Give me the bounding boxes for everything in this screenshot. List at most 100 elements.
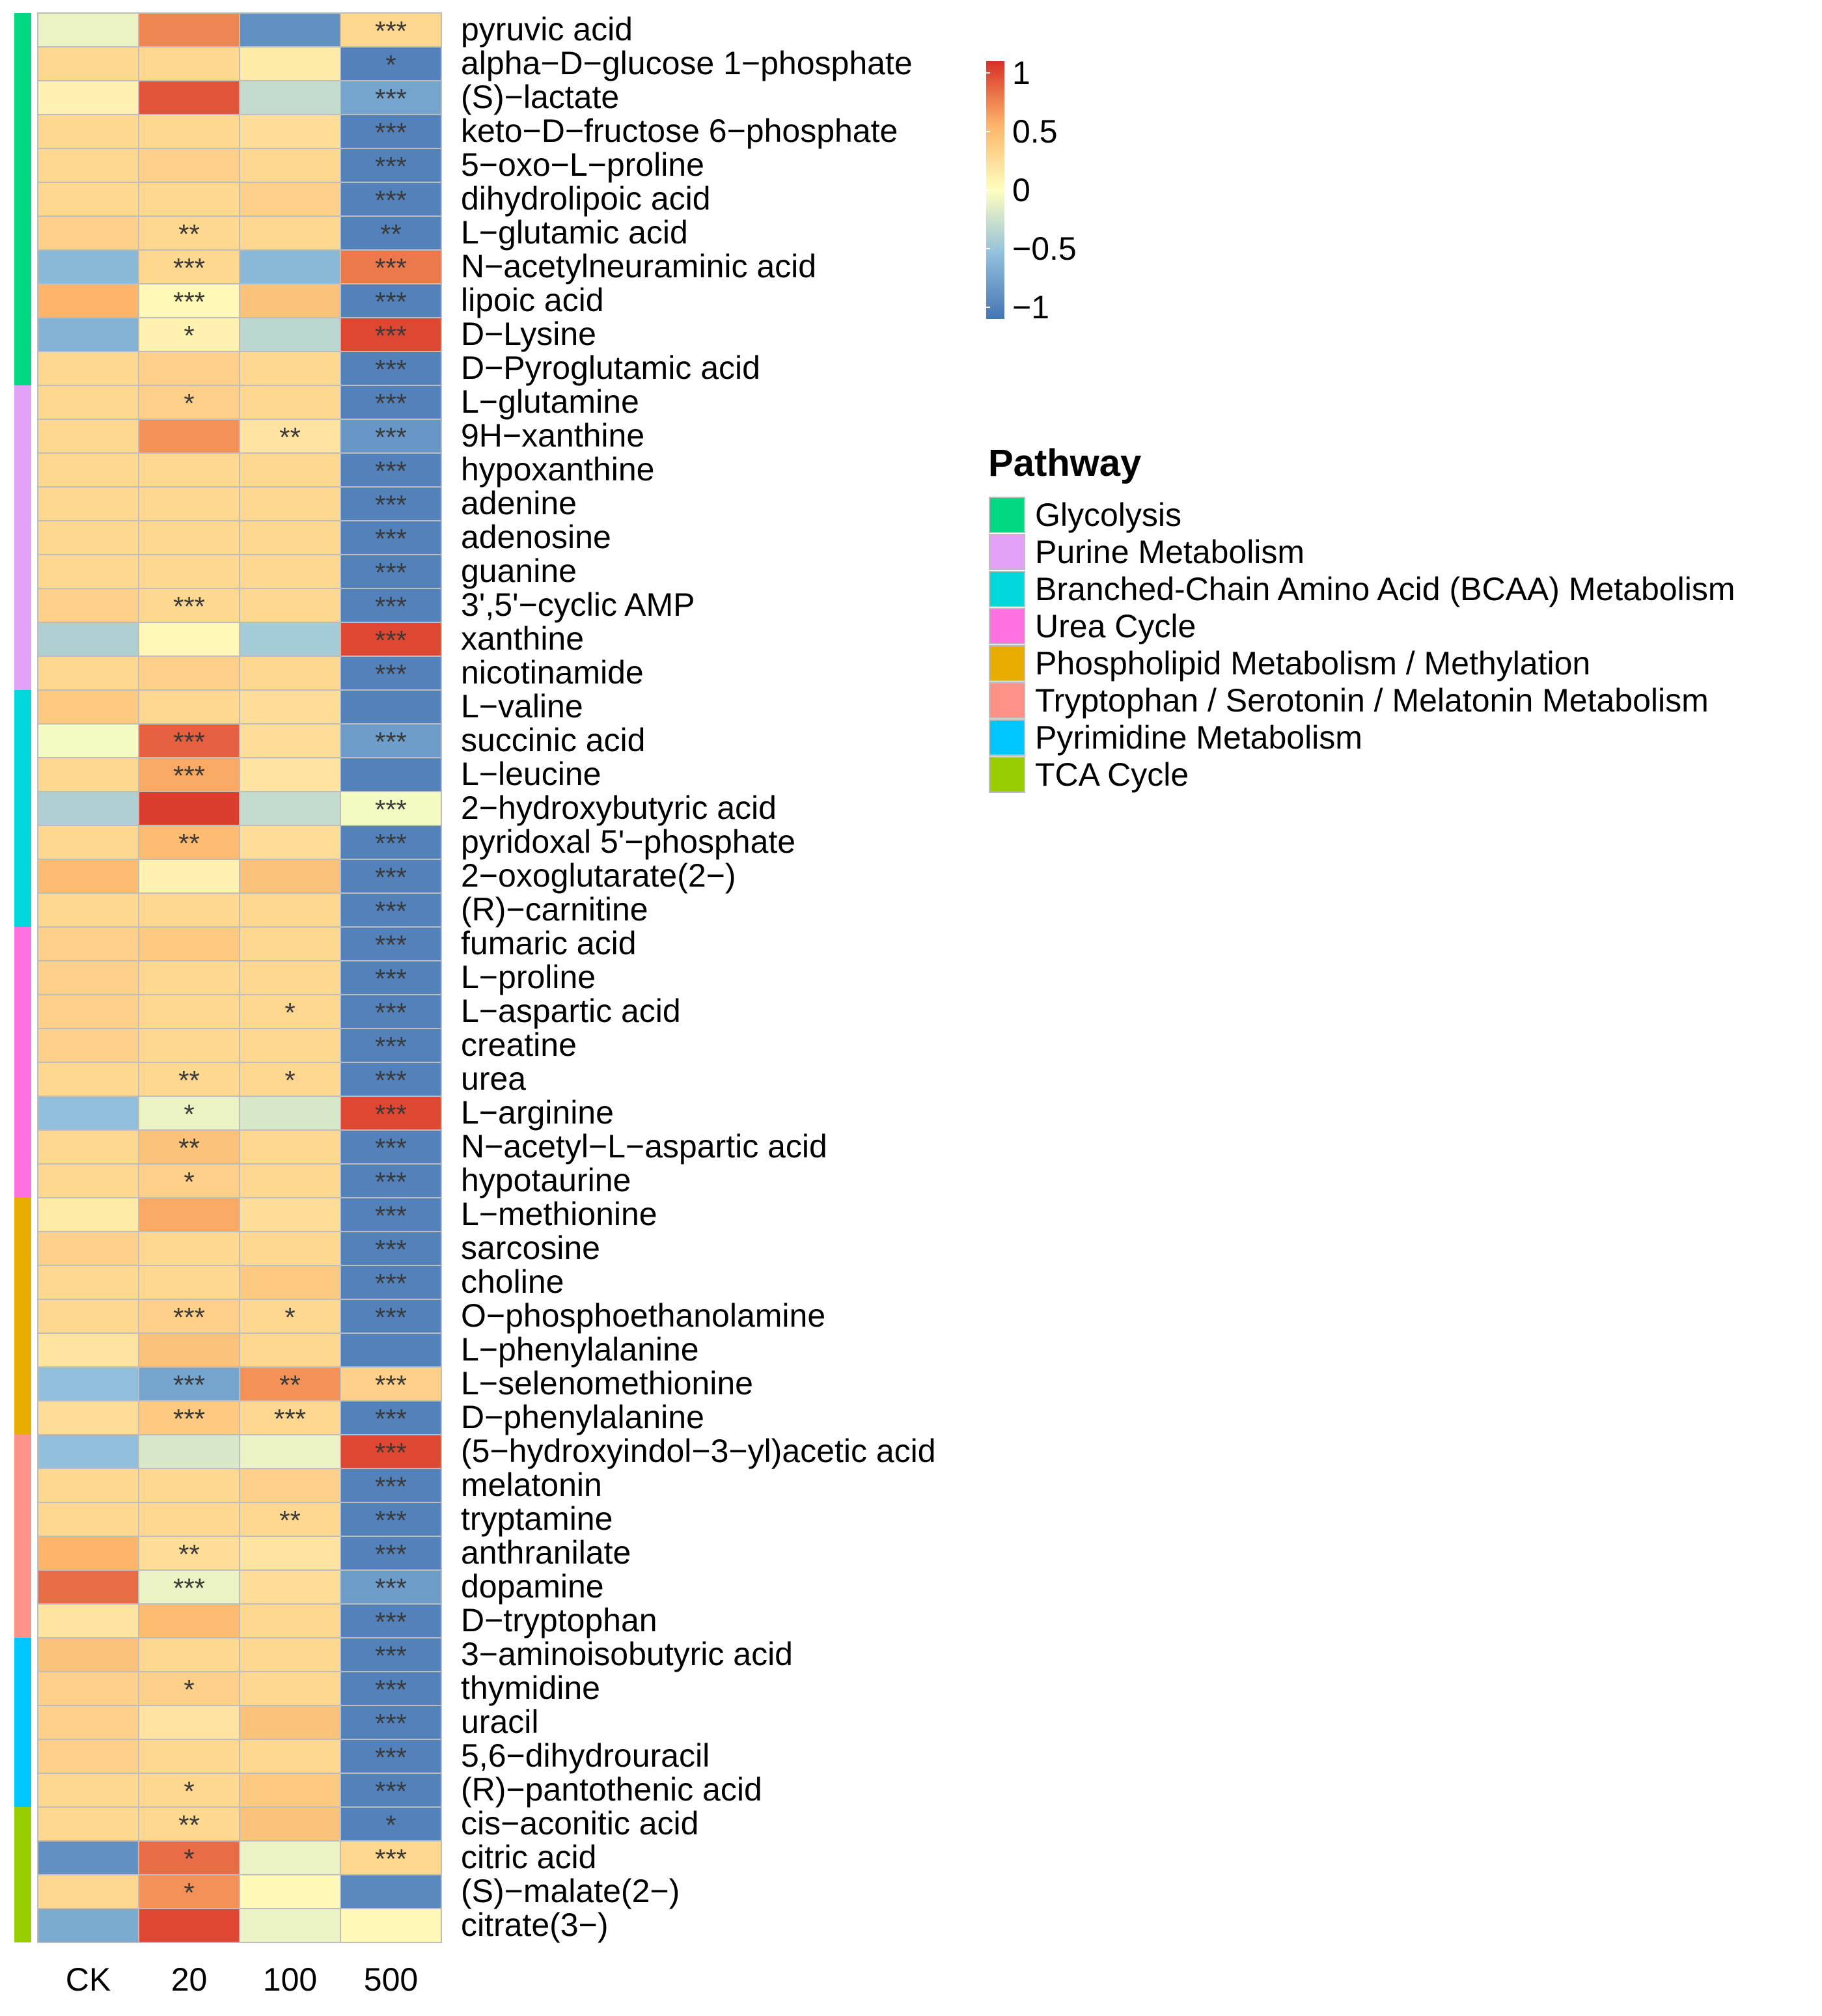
heatmap-cell bbox=[138, 1332, 240, 1368]
significance-star: *** bbox=[173, 1403, 205, 1434]
pathway-strip-cell bbox=[14, 859, 31, 893]
row-label: D−Lysine bbox=[461, 316, 596, 352]
heatmap-cell bbox=[138, 791, 240, 826]
significance-star: *** bbox=[375, 1640, 407, 1671]
significance-star: *** bbox=[375, 1234, 407, 1265]
pathway-strip-cell bbox=[14, 1841, 31, 1875]
heatmap-cell bbox=[37, 960, 139, 995]
significance-star: *** bbox=[375, 83, 407, 114]
row-label: (S)−lactate bbox=[461, 79, 619, 115]
significance-star: * bbox=[184, 1877, 194, 1908]
heatmap-cell bbox=[138, 994, 240, 1029]
row-label: L−glutamine bbox=[461, 383, 639, 420]
heatmap-cell bbox=[37, 1536, 139, 1571]
row-label: pyruvic acid bbox=[461, 11, 633, 48]
heatmap-cell bbox=[340, 1400, 442, 1435]
heatmap-cell bbox=[239, 554, 341, 589]
legend-swatch bbox=[989, 534, 1025, 570]
heatmap-cell bbox=[340, 723, 442, 758]
heatmap-cell bbox=[340, 689, 442, 725]
pathway-strip-cell bbox=[14, 1062, 31, 1096]
heatmap-cell bbox=[37, 1806, 139, 1842]
row-label: choline bbox=[461, 1263, 564, 1300]
significance-star: *** bbox=[375, 1268, 407, 1299]
significance-star: * bbox=[184, 1674, 194, 1705]
pathway-strip-cell bbox=[14, 588, 31, 622]
heatmap-cell bbox=[138, 520, 240, 555]
significance-star: *** bbox=[375, 422, 407, 452]
pathway-strip-cell bbox=[14, 961, 31, 995]
significance-star: *** bbox=[173, 591, 205, 622]
significance-star: * bbox=[184, 1167, 194, 1197]
significance-star: *** bbox=[375, 1167, 407, 1197]
heatmap-cell bbox=[239, 1603, 341, 1638]
significance-star: *** bbox=[375, 1403, 407, 1434]
row-label: D−tryptophan bbox=[461, 1602, 657, 1638]
row-label: dopamine bbox=[461, 1568, 604, 1605]
significance-star: *** bbox=[375, 1843, 407, 1874]
heatmap-cell bbox=[340, 46, 442, 81]
significance-star: *** bbox=[375, 1708, 407, 1739]
heatmap-cell bbox=[138, 1874, 240, 1909]
row-label: sarcosine bbox=[461, 1230, 600, 1266]
heatmap-cell bbox=[138, 622, 240, 657]
pathway-strip-cell bbox=[14, 1367, 31, 1401]
row-label: N−acetyl−L−aspartic acid bbox=[461, 1128, 827, 1165]
heatmap-cell bbox=[37, 1299, 139, 1334]
significance-star: *** bbox=[173, 1370, 205, 1400]
heatmap-cell bbox=[239, 1299, 341, 1334]
pathway-strip-cell bbox=[14, 385, 31, 419]
pathway-strip-cell bbox=[14, 487, 31, 521]
pathway-strip-cell bbox=[14, 622, 31, 656]
heatmap-cell bbox=[138, 859, 240, 894]
heatmap-cell bbox=[138, 1265, 240, 1300]
heatmap-cell bbox=[340, 791, 442, 826]
heatmap-cell bbox=[37, 1502, 139, 1537]
heatmap-cell bbox=[37, 689, 139, 725]
pathway-strip-cell bbox=[14, 250, 31, 284]
heatmap-cell bbox=[138, 1705, 240, 1740]
colorbar-tick-label: −1 bbox=[1012, 289, 1049, 325]
row-label: 3−aminoisobutyric acid bbox=[461, 1636, 793, 1672]
pathway-strip-cell bbox=[14, 1333, 31, 1367]
row-label: D−phenylalanine bbox=[461, 1399, 704, 1435]
heatmap-cell bbox=[138, 1062, 240, 1097]
heatmap-cell bbox=[340, 351, 442, 386]
significance-star: *** bbox=[375, 354, 407, 385]
heatmap-cell bbox=[239, 1265, 341, 1300]
heatmap-cell bbox=[239, 1434, 341, 1469]
significance-star: *** bbox=[375, 963, 407, 994]
colorbar: 1 0.5 0 −0.5 −1 bbox=[986, 55, 1077, 325]
heatmap-cell bbox=[37, 114, 139, 149]
row-label: L−valine bbox=[461, 688, 583, 725]
heatmap-cell bbox=[37, 486, 139, 521]
significance-star: *** bbox=[375, 490, 407, 520]
heatmap-cell bbox=[340, 12, 442, 48]
heatmap-cell bbox=[138, 825, 240, 860]
pathway-strip-cell bbox=[14, 758, 31, 792]
heatmap-cell bbox=[138, 1163, 240, 1198]
heatmap-cell bbox=[37, 520, 139, 555]
heatmap-cell bbox=[340, 1705, 442, 1740]
heatmap-cell bbox=[239, 114, 341, 149]
heatmap-cell bbox=[37, 1028, 139, 1063]
heatmap-cell bbox=[239, 723, 341, 758]
pathway-strip-cell bbox=[14, 1773, 31, 1807]
row-label: citrate(3−) bbox=[461, 1907, 608, 1943]
heatmap-cell bbox=[239, 520, 341, 555]
legend-swatch bbox=[989, 645, 1025, 682]
pathway-strip-cell bbox=[14, 1909, 31, 1942]
row-label: (R)−pantothenic acid bbox=[461, 1771, 762, 1808]
heatmap-cell bbox=[340, 1231, 442, 1266]
significance-star: *** bbox=[375, 1573, 407, 1603]
pathway-strip-cell bbox=[14, 1604, 31, 1638]
heatmap-cell bbox=[340, 825, 442, 860]
heatmap-cell bbox=[340, 182, 442, 217]
row-label: D−Pyroglutamic acid bbox=[461, 350, 760, 386]
significance-star: *** bbox=[375, 1133, 407, 1163]
row-label: melatonin bbox=[461, 1467, 602, 1503]
heatmap-cell bbox=[239, 622, 341, 657]
heatmap-cell bbox=[138, 1366, 240, 1402]
heatmap-cell bbox=[340, 1840, 442, 1875]
